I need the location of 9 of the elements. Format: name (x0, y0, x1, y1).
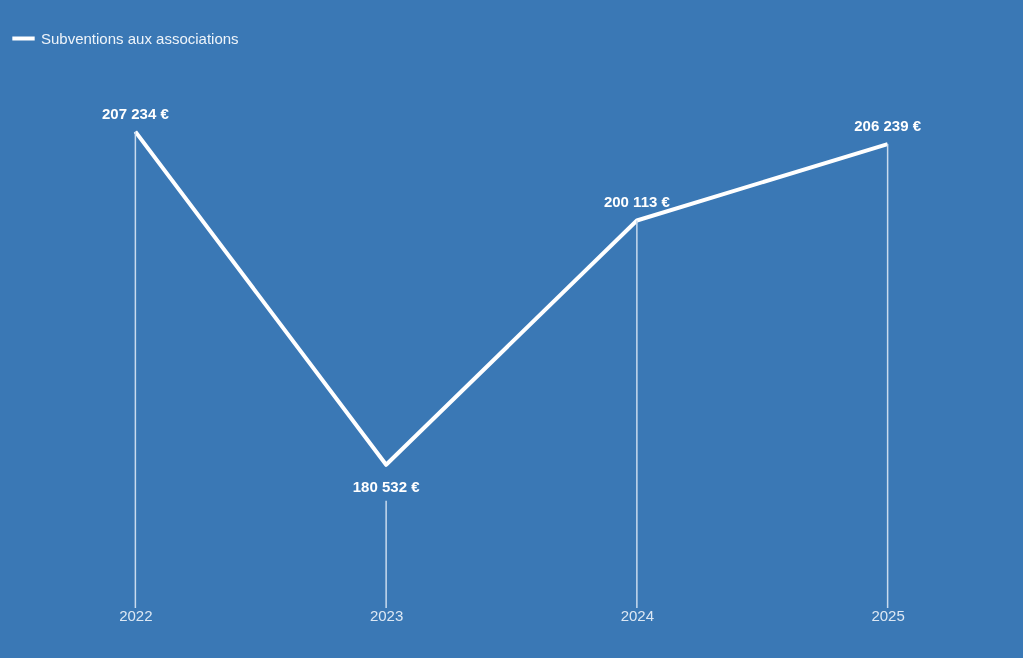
x-tick-label: 2024 (620, 606, 655, 624)
data-label: 200 113 € (603, 193, 671, 211)
data-label: 207 234 € (102, 104, 170, 122)
x-tick-label: 2025 (871, 606, 905, 624)
data-label: 180 532 € (352, 477, 421, 495)
legend-label: Subventions aux associations (41, 29, 239, 47)
x-tick-label: 2022 (119, 606, 153, 624)
data-label: 206 239 € (854, 117, 922, 135)
x-tick-label: 2023 (369, 606, 404, 624)
